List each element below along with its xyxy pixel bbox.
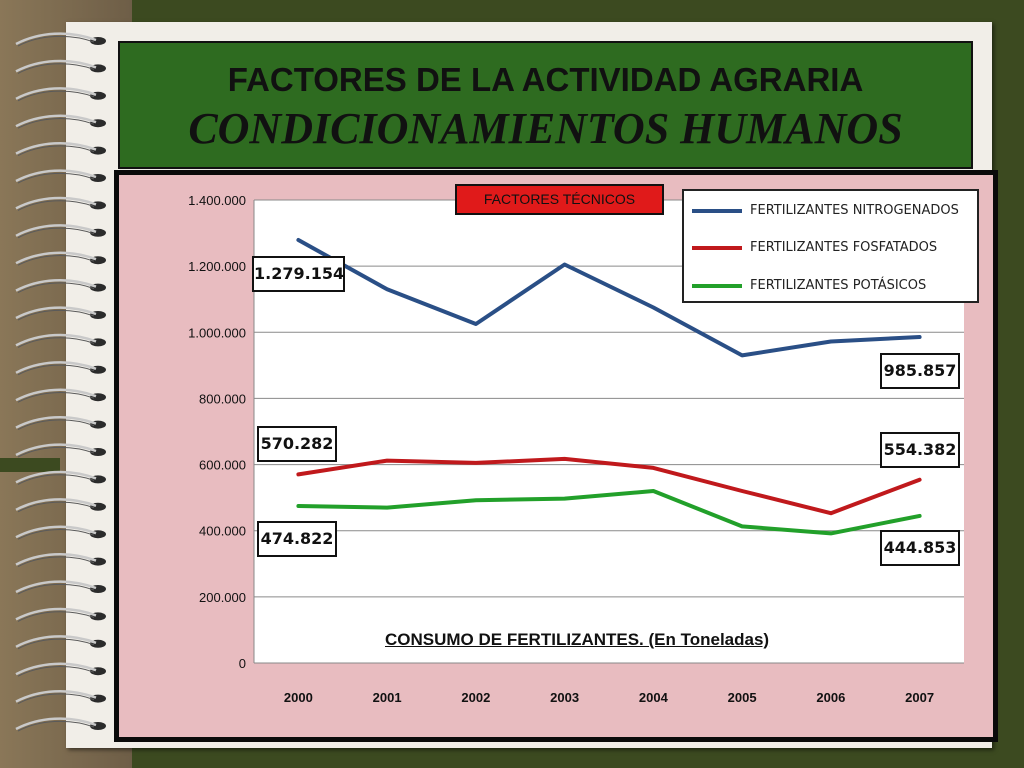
spiral-ring-icon [15,361,106,376]
series-line [296,456,922,516]
spiral-ring-icon [15,141,106,157]
value-callout: 985.857 [880,353,960,389]
spiral-ring-icon [15,87,106,102]
spiral-rings [15,32,106,732]
spiral-ring-icon [15,224,106,239]
spiral-ring-icon [15,607,106,622]
value-callout: 570.282 [257,426,337,462]
spiral-ring-icon [15,59,106,74]
spiral-ring-icon [15,470,106,485]
spiral-ring-icon [15,306,106,321]
spiral-ring-icon [15,32,106,47]
x-tick-label: 2004 [639,690,669,705]
y-tick-label: 1.400.000 [188,193,246,208]
spiral-ring-icon [15,662,106,677]
spiral-ring-icon [15,114,106,129]
spiral-ring-icon [15,635,106,650]
series-line [296,489,922,536]
spiral-ring-icon [15,443,106,458]
x-tick-label: 2006 [816,690,845,705]
spiral-ring-icon [15,333,106,348]
y-tick-label: 1.200.000 [188,259,246,274]
spiral-ring-icon [15,169,106,184]
legend-label-nitrogenados: FERTILIZANTES NITROGENADOS [750,203,959,218]
spiral-ring-icon [15,689,106,705]
y-tick-label: 400.000 [199,524,246,539]
value-callout: 554.382 [880,432,960,468]
chart-title: CONSUMO DE FERTILIZANTES. (En Toneladas) [385,630,770,649]
legend-swatch-nitrogenados [692,209,742,213]
chart-legend: FERTILIZANTES NITROGENADOS FERTILIZANTES… [682,189,979,303]
spiral-ring-icon [15,552,106,568]
factores-tecnicos-badge: FACTORES TÉCNICOS [455,184,664,215]
x-tick-label: 2005 [728,690,757,705]
y-tick-label: 1.000.000 [188,325,246,340]
value-callout: 444.853 [880,530,960,566]
y-tick-label: 0 [239,656,246,671]
value-callout: 474.822 [257,521,337,557]
x-tick-label: 2002 [461,690,490,705]
legend-swatch-potasicos [692,284,742,288]
spiral-ring-icon [15,251,106,266]
series-line [296,238,922,358]
spiral-ring-icon [15,278,106,294]
spiral-ring-icon [15,580,106,595]
y-tick-label: 800.000 [199,391,246,406]
y-tick-label: 200.000 [199,590,246,605]
slide-subtitle: CONDICIONAMIENTOS HUMANOS [188,104,903,153]
spiral-ring-icon [15,196,106,211]
value-callout: 1.279.154 [252,256,345,292]
legend-swatch-fosfatados [692,246,742,250]
spiral-ring-icon [15,498,106,513]
spiral-ring-icon [15,525,106,540]
x-tick-label: 2001 [373,690,402,705]
legend-label-fosfatados: FERTILIZANTES FOSFATADOS [750,240,938,255]
spiral-ring-icon [15,388,106,403]
x-tick-label: 2003 [550,690,579,705]
x-tick-label: 2000 [284,690,313,705]
y-tick-label: 600.000 [199,458,246,473]
spiral-ring-icon [15,415,106,431]
x-tick-label: 2007 [905,690,934,705]
binding-gap [0,458,60,472]
spiral-ring-icon [15,717,106,732]
slide-title: FACTORES DE LA ACTIVIDAD AGRARIA [227,61,864,98]
legend-label-potasicos: FERTILIZANTES POTÁSICOS [750,278,927,293]
title-box: FACTORES DE LA ACTIVIDAD AGRARIA CONDICI… [118,41,973,169]
